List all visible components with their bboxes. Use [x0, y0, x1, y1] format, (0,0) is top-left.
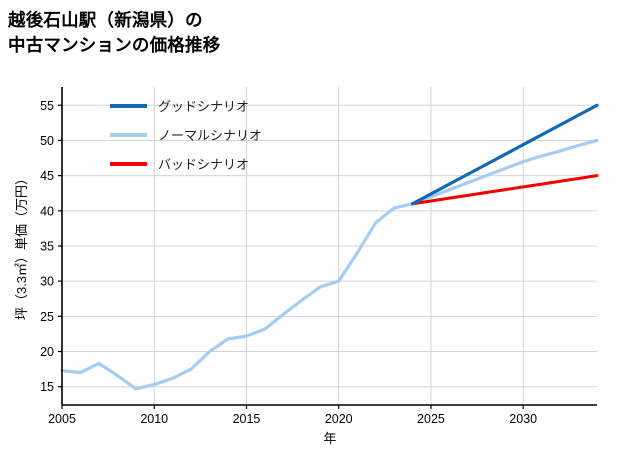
y-tick-label: 30: [40, 275, 54, 289]
series-line-バッドシナリオ: [411, 174, 599, 206]
x-axis-ticks: 2005 2010 2015 2020 2025 2030: [48, 405, 537, 426]
series-lines: [60, 103, 599, 391]
y-axis-title: 坪（3.3㎡）単価（万円）: [14, 172, 29, 320]
y-tick-label: 35: [40, 240, 54, 254]
legend-label-2: バッドシナリオ: [158, 157, 249, 172]
horizontal-gridlines: [62, 104, 597, 388]
y-tick-label: 25: [40, 310, 54, 324]
y-axis-ticks: 15 20 25 30 35 40 45 50 55: [40, 99, 62, 394]
y-tick-label: 40: [40, 204, 54, 218]
y-tick-label: 45: [40, 169, 54, 183]
x-tick-label: 2020: [325, 412, 353, 426]
y-tick-label: 20: [40, 345, 54, 359]
x-tick-label: 2015: [233, 412, 261, 426]
x-tick-label: 2005: [48, 412, 76, 426]
series-line-グッドシナリオ: [410, 103, 599, 206]
legend-label-1: ノーマルシナリオ: [158, 128, 262, 143]
x-tick-label: 2010: [140, 412, 168, 426]
legend-label-0: グッドシナリオ: [158, 99, 249, 114]
y-tick-label: 50: [40, 134, 54, 148]
x-tick-label: 2025: [417, 412, 445, 426]
page-title: 越後石山駅（新潟県）の 中古マンションの価格推移: [8, 10, 221, 56]
y-tick-label: 15: [40, 380, 54, 394]
series-line-ノーマルシナリオ: [60, 138, 599, 391]
vertical-gridlines: [153, 87, 524, 405]
x-tick-label: 2030: [509, 412, 537, 426]
y-tick-label: 55: [40, 99, 54, 113]
x-axis-title: 年: [323, 431, 336, 446]
